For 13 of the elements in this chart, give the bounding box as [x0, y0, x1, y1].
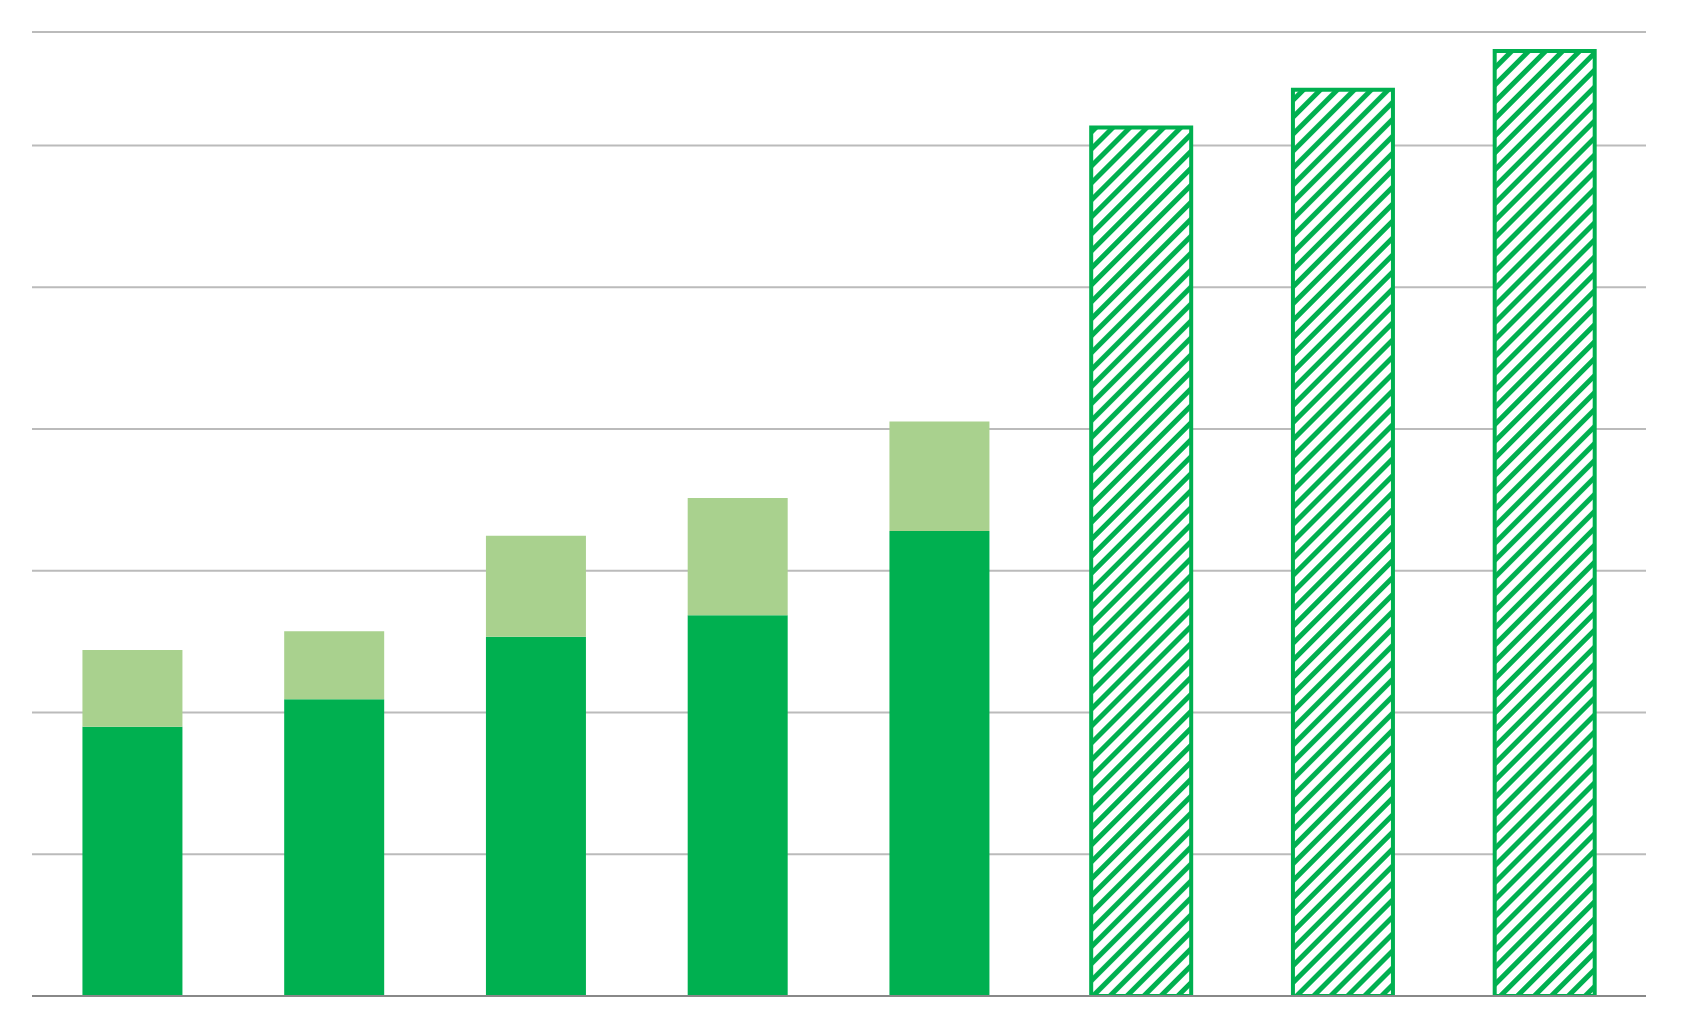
bar: [284, 631, 385, 700]
bar: [485, 535, 586, 637]
bar: [1492, 48, 1597, 996]
bar: [687, 615, 788, 996]
bar: [284, 699, 385, 996]
bar: [82, 650, 183, 727]
bar: [1089, 125, 1194, 996]
bar: [82, 726, 183, 996]
bar: [889, 531, 990, 996]
bar: [889, 421, 990, 532]
bar: [485, 636, 586, 996]
bar: [687, 497, 788, 616]
bar: [1290, 87, 1395, 996]
